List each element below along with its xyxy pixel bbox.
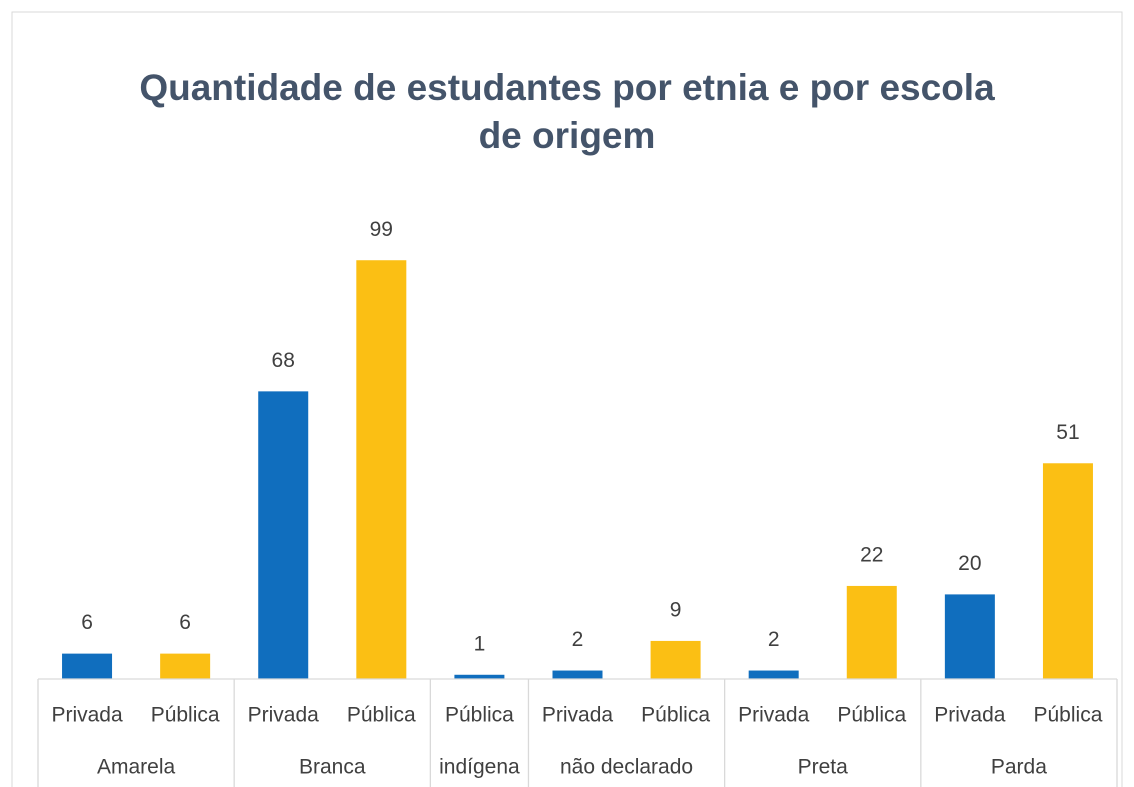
bar: [1042, 463, 1093, 679]
data-label: 2: [768, 628, 780, 651]
group-label: Branca: [299, 756, 366, 779]
bar: [552, 670, 603, 679]
x-tick-label: Privada: [934, 704, 1006, 727]
bar: [454, 674, 505, 679]
x-tick-label: Privada: [51, 704, 123, 727]
group-label: Parda: [991, 756, 1047, 779]
bar: [62, 653, 113, 679]
chart-title: Quantidade de estudantes por etnia e por…: [139, 67, 995, 108]
x-tick-label: Pública: [641, 704, 710, 727]
group-label: Amarela: [97, 756, 176, 779]
bar: [258, 391, 309, 679]
data-label: 22: [860, 543, 883, 566]
chart-border: [11, 11, 1123, 787]
x-tick-label: Privada: [738, 704, 810, 727]
data-label: 68: [272, 349, 295, 372]
x-tick-label: Privada: [248, 704, 320, 727]
group-label: indígena: [439, 756, 520, 779]
x-tick-label: Pública: [837, 704, 906, 727]
x-tick-label: Pública: [445, 704, 514, 727]
bar: [944, 594, 995, 679]
x-tick-label: Pública: [151, 704, 220, 727]
group-label: não declarado: [560, 756, 693, 779]
bar: [650, 640, 701, 679]
data-label: 6: [179, 611, 191, 634]
bar: [748, 670, 799, 679]
x-tick-label: Pública: [347, 704, 416, 727]
data-label: 2: [572, 628, 584, 651]
bar: [846, 585, 897, 679]
data-label: 6: [81, 611, 93, 634]
chart-title: de origem: [479, 115, 656, 156]
data-label: 9: [670, 598, 682, 621]
x-tick-label: Privada: [542, 704, 614, 727]
data-label: 20: [958, 552, 981, 575]
x-tick-label: Pública: [1034, 704, 1103, 727]
data-label: 51: [1056, 421, 1079, 444]
bar: [160, 653, 211, 679]
data-label: 99: [370, 218, 393, 241]
data-label: 1: [474, 632, 486, 655]
bar: [356, 260, 407, 679]
group-label: Preta: [798, 756, 849, 779]
